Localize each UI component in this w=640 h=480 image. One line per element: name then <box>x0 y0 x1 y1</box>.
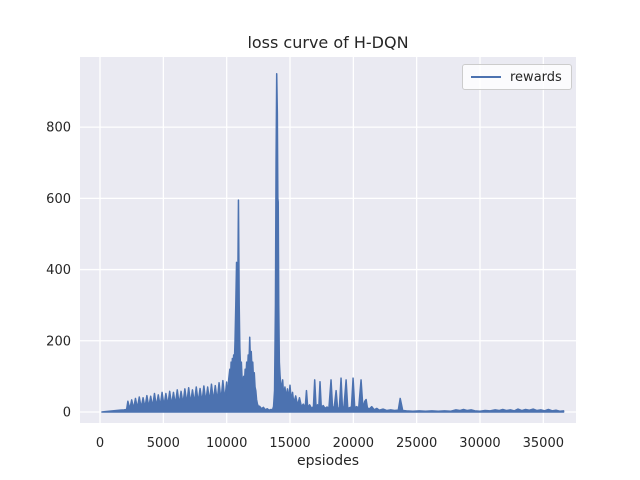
x-tick-label: 30000 <box>459 436 500 451</box>
x-tick-label: 35000 <box>523 436 564 451</box>
chart-title: loss curve of H-DQN <box>247 33 409 52</box>
legend-label: rewards <box>510 69 562 85</box>
x-tick-label: 0 <box>96 436 104 451</box>
y-tick-label: 600 <box>46 192 71 207</box>
legend-line-sample <box>471 76 501 78</box>
x-tick-label: 5000 <box>147 436 180 451</box>
x-axis-label: epsiodes <box>296 453 360 469</box>
rewards-series-line <box>101 72 565 413</box>
axes-background <box>80 57 576 423</box>
x-tick-label: 10000 <box>206 436 247 451</box>
y-tick-label: 0 <box>63 405 71 420</box>
y-tick-label: 800 <box>46 121 71 136</box>
x-tick-label: 15000 <box>269 436 310 451</box>
y-tick-label: 400 <box>46 263 71 278</box>
legend[interactable]: rewards <box>462 64 572 90</box>
x-tick-label: 25000 <box>396 436 437 451</box>
y-tick-label: 200 <box>46 334 71 349</box>
x-tick-label: 20000 <box>333 436 374 451</box>
